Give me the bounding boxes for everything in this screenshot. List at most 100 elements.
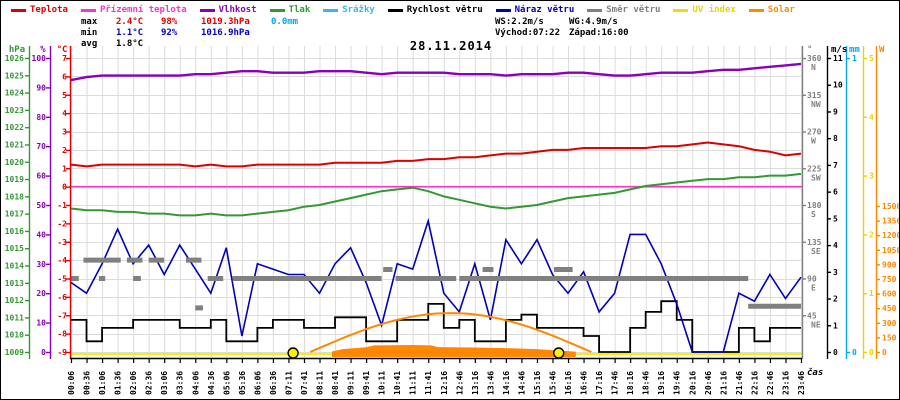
axis-tick-label: 1021 xyxy=(5,140,24,149)
axis-tick-label: 30 xyxy=(36,260,46,269)
axis-tick-label: 1 xyxy=(869,289,874,298)
x-tick-label: 21:16 xyxy=(719,371,728,395)
axis-tick-label: 600 xyxy=(882,290,897,299)
x-tick-label: 01:06 xyxy=(98,371,107,395)
legend-dash xyxy=(748,8,764,12)
axis-tick-label: 2 xyxy=(833,295,838,304)
axis-tick-label: 4 xyxy=(62,109,67,118)
axis-tick-label: 10 xyxy=(833,81,843,90)
axis-tick-label: 6 xyxy=(62,72,67,81)
legend-label: Náraz větru xyxy=(514,5,575,15)
legend-dash xyxy=(80,8,96,12)
x-tick-label: 09:11 xyxy=(347,371,356,395)
legend-label: Solar xyxy=(767,5,795,15)
axis-tick-label: 5 xyxy=(869,54,874,63)
axis-tick-label: 1024 xyxy=(5,89,24,98)
x-tick-label: 00:06 xyxy=(67,371,76,395)
axis-tick-label: 1023 xyxy=(5,106,24,115)
x-tick-label: 07:11 xyxy=(284,371,293,395)
axis-tick-label: 8 xyxy=(833,134,838,143)
legend-label: Srážky xyxy=(342,5,375,15)
series-humidity xyxy=(70,62,802,82)
stat-max-temp: 2.4°C xyxy=(116,17,144,27)
legend-label: Přízemní teplota xyxy=(99,5,187,15)
axis-tick-label: 50 xyxy=(36,201,46,210)
x-tick-label: 10:11 xyxy=(378,371,387,395)
axis-tick-label: 10 xyxy=(36,319,46,328)
x-tick-label: 07:41 xyxy=(300,371,309,395)
axis-tick-label: 1 xyxy=(833,321,838,330)
axis-tick-label: 60 xyxy=(36,172,46,181)
x-tick-label: 23:46 xyxy=(797,371,806,395)
axis-tick-label: 1014 xyxy=(5,262,24,271)
series-pressure xyxy=(70,172,802,217)
legend-item-5: Rychlost větru xyxy=(387,5,483,15)
axis-tick-label: 2 xyxy=(869,230,874,239)
x-tick-label: 11:11 xyxy=(409,371,418,395)
x-tick-label: 12:16 xyxy=(440,371,449,395)
x-tick-label: 04:36 xyxy=(207,371,216,395)
axis-tick-label: 0 xyxy=(62,183,67,192)
legend-item-4: Srážky xyxy=(323,5,375,15)
axis-tick-label: 11 xyxy=(833,54,843,63)
axis-tick-label: -4 xyxy=(57,256,67,265)
stat-min-label: min xyxy=(81,28,98,38)
legend-label: Rychlost větru xyxy=(406,5,483,15)
legend-item-0: Teplota xyxy=(11,5,68,15)
stats-left: max 2.4°C 98% 1019.3hPa 0.0mm min 1.1°C … xyxy=(81,17,331,50)
axis-tick-label: SE xyxy=(811,247,821,256)
axis-tick-label: 1 xyxy=(62,164,67,173)
axis-tick-label: 20 xyxy=(36,289,46,298)
legend-dash xyxy=(269,8,285,12)
legend-label: Směr větru xyxy=(606,5,661,15)
axis-tick-label: mm xyxy=(849,45,860,55)
axis-tick-label: 1012 xyxy=(5,296,24,305)
x-tick-label: 02:36 xyxy=(145,371,154,395)
axis-tick-label: 1050 xyxy=(882,246,900,255)
axis-tick-label: W xyxy=(879,45,885,55)
axis-tick-label: NW xyxy=(811,100,821,109)
axis-tick-label: 1015 xyxy=(5,244,24,253)
axis-tick-label: 1026 xyxy=(5,54,24,63)
legend-item-8: UV index xyxy=(673,5,736,15)
x-tick-label: 01:36 xyxy=(114,371,123,395)
x-tick-label: 17:46 xyxy=(611,371,620,395)
legend-item-9: Solar xyxy=(748,5,795,15)
axis-tick-label: 5 xyxy=(833,214,838,223)
legend-label: Teplota xyxy=(30,5,68,15)
stat-wind-speed: WS:2.2m/s xyxy=(495,17,544,27)
chart-title: 28.11.2014 xyxy=(409,39,493,53)
axis-tick-label: 90 xyxy=(807,275,817,284)
axis-tick-label: 1018 xyxy=(5,192,24,201)
axis-tick-label: 150 xyxy=(882,333,897,342)
x-tick-label: 21:46 xyxy=(735,371,744,395)
axis-tick-label: 1500 xyxy=(882,202,900,211)
axis-tick-label: 1 xyxy=(852,54,857,63)
sun-marker xyxy=(553,347,565,359)
axis-tick-label: 45 xyxy=(807,311,817,320)
stat-max-label: max xyxy=(81,17,98,27)
axis-tick-label: 270 xyxy=(807,128,822,137)
legend-item-7: Směr větru xyxy=(587,5,660,15)
stat-wind-gust: WG:4.9m/s xyxy=(569,17,618,27)
axis-tick-label: 1350 xyxy=(882,217,900,226)
legend-item-6: Náraz větru xyxy=(495,5,575,15)
axis-tick-label: E xyxy=(811,284,816,293)
axis-tick-label: 750 xyxy=(882,275,897,284)
x-tick-label: 23:16 xyxy=(781,371,790,395)
axis-tick-label: 80 xyxy=(36,113,46,122)
x-tick-label: 09:41 xyxy=(362,371,371,395)
series-wind-gust xyxy=(70,217,802,353)
axis-tick-label: 315 xyxy=(807,91,822,100)
x-tick-label: 05:36 xyxy=(238,371,247,395)
stats-right: WS:2.2m/s WG:4.9m/s Východ:07:22 Západ:1… xyxy=(495,17,689,39)
legend-label: Tlak xyxy=(288,5,311,15)
legend-item-2: Vlhkost xyxy=(199,5,257,15)
axis-tick-label: 225 xyxy=(807,164,822,173)
axis-tick-label: N xyxy=(811,63,816,72)
axis-tick-label: 0 xyxy=(852,348,857,357)
x-tick-label: 08:11 xyxy=(316,371,325,395)
x-tick-label: 19:16 xyxy=(657,371,666,395)
axis-tick-label: 40 xyxy=(36,230,46,239)
